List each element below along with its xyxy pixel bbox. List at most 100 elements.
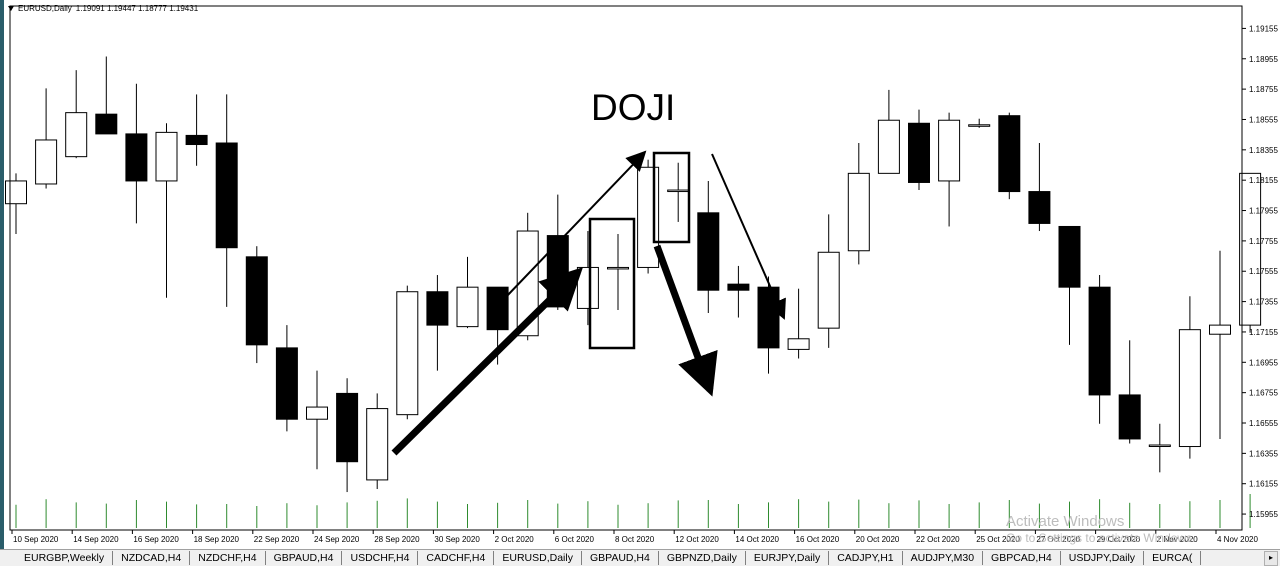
ohlc-readout: 1.19091 1.19447 1.18777 1.19431 (75, 4, 199, 13)
x-tick-label: 2 Nov 2020 (1157, 535, 1198, 544)
symbol-tab[interactable]: EURGBP,Weekly (0, 551, 114, 565)
x-tick-label: 4 Nov 2020 (1217, 535, 1258, 544)
candle-body (847, 172, 870, 252)
axes: 1.19155 1.18955 1.18755 1.18555 1.18355 1.181… (9, 5, 1278, 544)
y-tick-label: 1.18955 (1249, 55, 1278, 64)
tab-scroll-right-icon[interactable]: ▸ (1264, 551, 1278, 566)
candle-body (998, 115, 1021, 193)
candle (1148, 423, 1171, 473)
symbol-tab[interactable]: USDJPY,Daily (1061, 551, 1145, 565)
symbol-tab[interactable]: CADCHF,H4 (418, 551, 495, 565)
doji-label: DOJI (591, 87, 675, 128)
symbol-tab[interactable]: EURJPY,Daily (746, 551, 830, 565)
candle-body (1178, 329, 1201, 448)
candle (817, 214, 840, 348)
thick-up-arrow (391, 267, 583, 456)
y-tick-label: 1.16955 (1249, 358, 1278, 367)
candle-body (1028, 191, 1051, 224)
candle-body (817, 251, 840, 329)
candlestick-chart[interactable]: DOJI 1.19155 1.18955 1.18755 1.18555 1.18355… (0, 0, 1280, 549)
candle (396, 285, 419, 420)
candle (727, 265, 750, 318)
candle (998, 112, 1021, 200)
candle-body (426, 291, 449, 326)
candle-body (185, 134, 208, 146)
y-tick-label: 1.18155 (1249, 176, 1278, 185)
candle-body (607, 266, 629, 270)
candle (516, 212, 539, 341)
candle (1239, 172, 1262, 333)
y-tick-label: 1.18755 (1249, 85, 1278, 94)
symbol-tab[interactable]: EURCA( (1144, 551, 1202, 565)
candle (456, 256, 479, 329)
y-tick-label: 1.16355 (1249, 449, 1278, 458)
x-tick-label: 18 Sep 2020 (194, 535, 240, 544)
symbol-tab[interactable]: GBPAUD,H4 (582, 551, 659, 565)
candle-body (5, 180, 27, 205)
candle-body (757, 286, 780, 349)
chart-header: EURUSD,Daily 1.19091 1.19447 1.18777 1.1… (8, 4, 198, 13)
y-tick-label: 1.18355 (1249, 146, 1278, 155)
candle (757, 276, 780, 374)
y-tick-label: 1.17555 (1249, 267, 1278, 276)
candle (215, 94, 238, 307)
doji-highlight-box (652, 151, 691, 244)
thin-down-arrow (711, 153, 786, 320)
annotations: DOJI (391, 87, 786, 456)
candle-body (245, 256, 268, 346)
candle-body (877, 119, 900, 174)
symbol-tab[interactable]: GBPCAD,H4 (983, 551, 1061, 565)
candle (968, 118, 991, 128)
candle-body (306, 406, 328, 420)
candle (366, 393, 389, 490)
x-tick-label: 27 Oct 2020 (1036, 535, 1080, 544)
y-tick-label: 1.17155 (1249, 328, 1278, 337)
candle (65, 70, 88, 159)
candle (787, 288, 810, 359)
y-tick-label: 1.16155 (1249, 480, 1278, 489)
candle (245, 246, 268, 364)
symbol-tab[interactable]: NZDCHF,H4 (190, 551, 266, 565)
x-tick-label: 12 Oct 2020 (675, 535, 719, 544)
candle (1028, 143, 1051, 232)
x-tick-label: 14 Sep 2020 (73, 535, 119, 544)
y-tick-label: 1.16555 (1249, 419, 1278, 428)
candle (1209, 250, 1231, 439)
candle (5, 173, 27, 235)
candle-body (35, 139, 58, 185)
y-tick-label: 1.16755 (1249, 389, 1278, 398)
chart-window[interactable]: DOJI 1.19155 1.18955 1.18755 1.18555 1.18355… (0, 0, 1280, 549)
plot-border (9, 5, 1243, 531)
candle (275, 325, 298, 432)
x-tick-label: 20 Oct 2020 (856, 535, 900, 544)
dropdown-triangle-icon[interactable] (8, 6, 14, 11)
candle-body (1118, 394, 1141, 440)
candle-body (1209, 324, 1231, 335)
x-tick-label: 8 Oct 2020 (615, 535, 655, 544)
x-tick-label: 24 Sep 2020 (314, 535, 360, 544)
y-tick-label: 1.17355 (1249, 298, 1278, 307)
candle-body (1058, 225, 1081, 288)
symbol-tab[interactable]: EURUSD,Daily (494, 551, 582, 565)
symbol-tab[interactable]: GBPNZD,Daily (659, 551, 746, 565)
symbol-tab[interactable]: GBPAUD,H4 (266, 551, 343, 565)
candle-body (275, 347, 298, 420)
x-tick-label: 28 Sep 2020 (374, 535, 420, 544)
candle-body (727, 283, 750, 291)
candle (1118, 340, 1141, 444)
symbol-tab[interactable]: AUDJPY,M30 (903, 551, 984, 565)
candle (1178, 296, 1201, 459)
symbol-tab[interactable]: USDCHF,H4 (342, 551, 419, 565)
candle-body (787, 338, 810, 350)
y-tick-label: 1.15955 (1249, 510, 1278, 519)
thin-up-arrow (504, 150, 647, 299)
candle (125, 83, 148, 224)
candle (306, 370, 328, 470)
candle (185, 94, 208, 166)
y-tick-label: 1.17955 (1249, 207, 1278, 216)
symbol-tab[interactable]: NZDCAD,H4 (113, 551, 191, 565)
doji-highlight-box (588, 217, 636, 350)
symbol-tab[interactable]: CADJPY,H1 (829, 551, 903, 565)
candle-body (637, 166, 660, 268)
candle-body (667, 189, 690, 193)
